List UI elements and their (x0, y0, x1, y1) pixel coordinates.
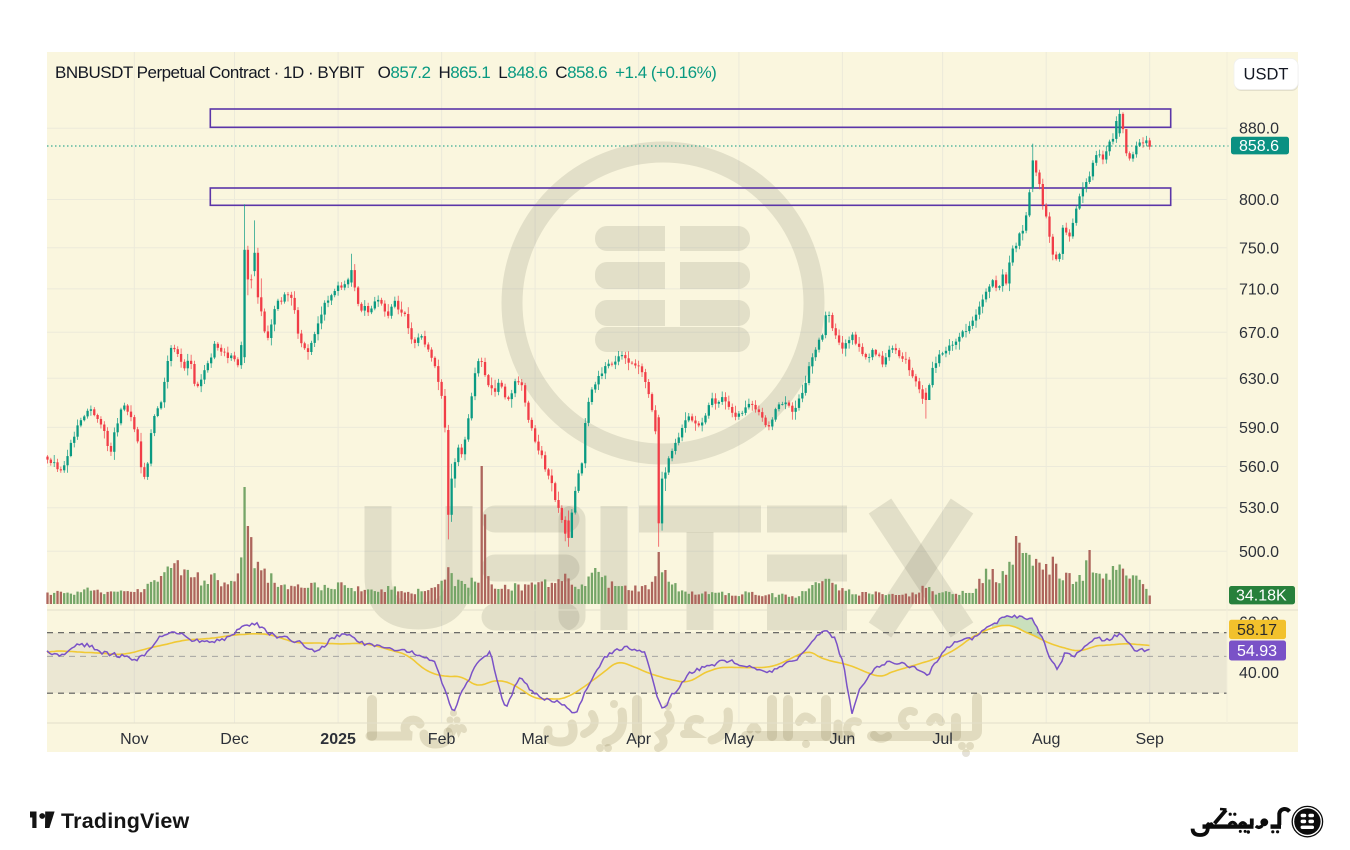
svg-text:34.18K: 34.18K (1236, 588, 1287, 605)
svg-text:54.93: 54.93 (1237, 643, 1277, 660)
svg-text:Apr: Apr (626, 731, 652, 748)
svg-text:USDT: USDT (1244, 66, 1289, 84)
svg-text:560.0: 560.0 (1239, 459, 1279, 476)
svg-text:630.0: 630.0 (1239, 371, 1279, 388)
svg-text:2025: 2025 (320, 731, 356, 748)
svg-text:Dec: Dec (220, 731, 248, 748)
svg-text:530.0: 530.0 (1239, 500, 1279, 517)
svg-text:880.0: 880.0 (1239, 121, 1279, 138)
svg-text:Sep: Sep (1135, 731, 1164, 748)
svg-text:58.17: 58.17 (1237, 622, 1277, 639)
svg-text:Jul: Jul (932, 731, 952, 748)
svg-text:Aug: Aug (1032, 731, 1060, 748)
svg-text:858.6: 858.6 (1239, 138, 1279, 155)
svg-text:800.0: 800.0 (1239, 192, 1279, 209)
svg-text:40.00: 40.00 (1239, 665, 1279, 682)
svg-text:Jun: Jun (830, 731, 856, 748)
svg-text:Mar: Mar (521, 731, 549, 748)
svg-text:710.0: 710.0 (1239, 281, 1279, 298)
svg-text:TradingView: TradingView (61, 809, 190, 833)
svg-text:Feb: Feb (428, 731, 456, 748)
svg-text:500.0: 500.0 (1239, 544, 1279, 561)
svg-text:750.0: 750.0 (1239, 240, 1279, 257)
svg-text:Nov: Nov (120, 731, 148, 748)
svg-text:670.0: 670.0 (1239, 325, 1279, 342)
svg-text:590.0: 590.0 (1239, 420, 1279, 437)
svg-text:BNBUSDT Perpetual Contract · 1: BNBUSDT Perpetual Contract · 1D · BYBIT O… (55, 63, 716, 82)
svg-text:May: May (724, 731, 754, 748)
